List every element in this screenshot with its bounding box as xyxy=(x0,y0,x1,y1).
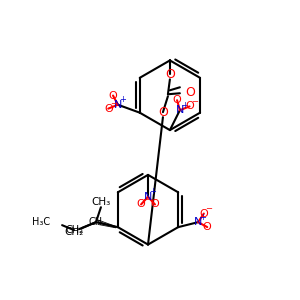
Text: O: O xyxy=(203,222,212,232)
Text: O: O xyxy=(200,208,208,218)
Text: O: O xyxy=(109,91,117,100)
Text: O: O xyxy=(165,68,175,81)
Text: N: N xyxy=(176,105,184,115)
Text: +: + xyxy=(200,213,206,222)
Text: +: + xyxy=(119,95,126,104)
Text: +: + xyxy=(149,187,156,196)
Text: O: O xyxy=(158,106,168,119)
Text: CH₂: CH₂ xyxy=(65,225,83,235)
Text: −: − xyxy=(191,97,198,106)
Text: N: N xyxy=(144,192,152,202)
Text: H₃C: H₃C xyxy=(32,217,50,227)
Text: O: O xyxy=(137,200,146,209)
Text: CH₂: CH₂ xyxy=(64,227,84,237)
Text: O: O xyxy=(104,103,112,114)
Text: CH: CH xyxy=(89,217,103,227)
Text: CH₃: CH₃ xyxy=(91,197,110,207)
Text: −: − xyxy=(142,195,149,204)
Text: O: O xyxy=(185,101,194,111)
Text: +: + xyxy=(182,101,188,110)
Text: N: N xyxy=(114,100,122,110)
Text: O: O xyxy=(151,200,159,209)
Text: O: O xyxy=(185,86,195,99)
Text: −: − xyxy=(205,204,212,213)
Text: N: N xyxy=(194,217,202,227)
Text: −: − xyxy=(110,99,117,108)
Text: O: O xyxy=(173,95,182,105)
